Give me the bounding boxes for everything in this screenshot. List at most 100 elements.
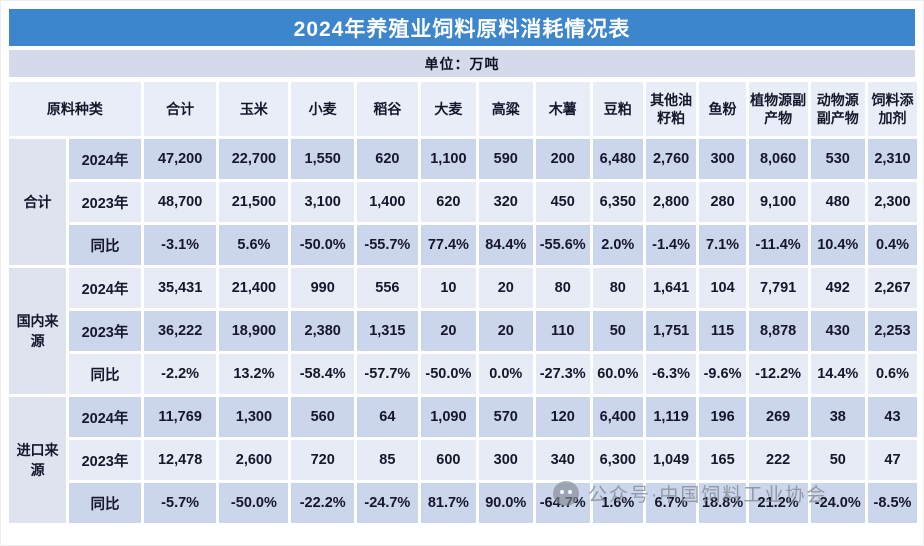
table-cell: 1,315 <box>353 308 421 354</box>
table-cell: 340 <box>532 437 593 483</box>
row-label: 同比 <box>66 351 144 397</box>
table-cell: 2,300 <box>864 179 921 225</box>
table-cell: 2,380 <box>288 308 357 354</box>
table-cell: 110 <box>532 308 593 354</box>
table-cell: 1,550 <box>288 136 357 182</box>
table-cell: 570 <box>476 394 536 440</box>
table-cell: 620 <box>353 136 421 182</box>
table-cell: 47 <box>864 437 921 483</box>
col-header: 其他油籽粕 <box>642 79 700 139</box>
table-cell: 720 <box>288 437 357 483</box>
table-cell: 8,060 <box>745 136 811 182</box>
table-cell: -12.2% <box>745 351 811 397</box>
table-cell: 2,760 <box>642 136 700 182</box>
table-cell: 48,700 <box>140 179 220 225</box>
table-row: 同比 -2.2% 13.2% -58.4% -57.7% -50.0% 0.0% -27.3%… <box>8 351 921 397</box>
table-cell: 20 <box>476 265 536 311</box>
col-header: 鱼粉 <box>696 79 749 139</box>
table-cell: 2,253 <box>864 308 921 354</box>
table-cell: 2,600 <box>216 437 292 483</box>
table-cell: -5.7% <box>140 480 220 526</box>
table-cell: 90.0% <box>476 480 536 526</box>
table-cell: 430 <box>807 308 868 354</box>
table-cell: 990 <box>288 265 357 311</box>
unit-label: 单位：万吨 <box>424 55 500 72</box>
row-label: 2024年 <box>66 394 144 440</box>
table-cell: 560 <box>288 394 357 440</box>
table-cell: 492 <box>807 265 868 311</box>
table-cell: 0.4% <box>864 222 921 268</box>
table-cell: 300 <box>696 136 749 182</box>
table-cell: -50.0% <box>216 480 292 526</box>
page-title: 2024年养殖业饲料原料消耗情况表 <box>293 17 631 41</box>
table-cell: 2.0% <box>589 222 646 268</box>
table-cell: 1,641 <box>642 265 700 311</box>
table-cell: 6,300 <box>589 437 646 483</box>
col-header: 高粱 <box>476 79 536 139</box>
table-cell: 50 <box>807 437 868 483</box>
table-cell: 1,400 <box>353 179 421 225</box>
table-cell: -2.2% <box>140 351 220 397</box>
table-cell: 5.6% <box>216 222 292 268</box>
table-cell: -55.7% <box>353 222 421 268</box>
table-cell: 7,791 <box>745 265 811 311</box>
group-label: 进口来源 <box>5 394 70 526</box>
table-cell: -64.7% <box>532 480 593 526</box>
row-label: 2023年 <box>66 308 144 354</box>
table-cell: 9,100 <box>745 179 811 225</box>
table-cell: -22.2% <box>288 480 357 526</box>
table-cell: 10.4% <box>807 222 868 268</box>
table-row: 合计 2024年 47,200 22,700 1,550 620 1,100 590 200 6,… <box>5 136 921 268</box>
table-cell: 556 <box>353 265 421 311</box>
table-cell: 80 <box>532 265 593 311</box>
table-cell: 77.4% <box>417 222 480 268</box>
row-label: 2024年 <box>66 136 144 182</box>
table-cell: 320 <box>476 179 536 225</box>
col-header: 合计 <box>140 79 220 139</box>
col-header: 豆粕 <box>589 79 646 139</box>
table-cell: -9.6% <box>696 351 749 397</box>
table-cell: 38 <box>807 394 868 440</box>
table-cell: 104 <box>696 265 749 311</box>
table-cell: 50 <box>589 308 646 354</box>
table-cell: 64 <box>353 394 421 440</box>
table-cell: -50.0% <box>417 351 480 397</box>
table-cell: 1,751 <box>642 308 700 354</box>
table-cell: 85 <box>353 437 421 483</box>
table-cell: 1,090 <box>417 394 480 440</box>
table-cell: 11,769 <box>140 394 220 440</box>
table-cell: 2,800 <box>642 179 700 225</box>
table-cell: 8,878 <box>745 308 811 354</box>
table-cell: 0.0% <box>476 351 536 397</box>
table-cell: 300 <box>476 437 536 483</box>
table-cell: 620 <box>417 179 480 225</box>
col-header: 稻谷 <box>353 79 421 139</box>
table-cell: 3,100 <box>288 179 357 225</box>
table-cell: 47,200 <box>140 136 220 182</box>
row-label: 2024年 <box>66 265 144 311</box>
table-cell: 1,300 <box>216 394 292 440</box>
table-cell: 43 <box>864 394 921 440</box>
table-cell: 2,267 <box>864 265 921 311</box>
col-header: 玉米 <box>216 79 292 139</box>
table-cell: 80 <box>589 265 646 311</box>
table-cell: 450 <box>532 179 593 225</box>
table-cell: 1,049 <box>642 437 700 483</box>
table-cell: -24.0% <box>807 480 868 526</box>
table-cell: 2,310 <box>864 136 921 182</box>
title-bar: 2024年养殖业饲料原料消耗情况表 <box>9 9 915 46</box>
table-cell: 84.4% <box>476 222 536 268</box>
table-cell: 13.2% <box>216 351 292 397</box>
table-row: 国内来源 2024年 35,431 21,400 990 556 10 20 80 80 1,641… <box>5 265 921 397</box>
table-row: 进口来源 2024年 11,769 1,300 560 64 1,090 570 120 6,40… <box>5 394 921 526</box>
table-row: 同比 -5.7% -50.0% -22.2% -24.7% 81.7% 90.0% -64.7… <box>8 480 921 526</box>
table-cell: 480 <box>807 179 868 225</box>
table-cell: 280 <box>696 179 749 225</box>
group-label: 国内来源 <box>5 265 70 397</box>
table-cell: 36,222 <box>140 308 220 354</box>
col-header: 植物源副产物 <box>745 79 811 139</box>
unit-bar: 单位：万吨 <box>9 50 915 77</box>
row-label: 2023年 <box>66 179 144 225</box>
table-cell: 6,480 <box>589 136 646 182</box>
